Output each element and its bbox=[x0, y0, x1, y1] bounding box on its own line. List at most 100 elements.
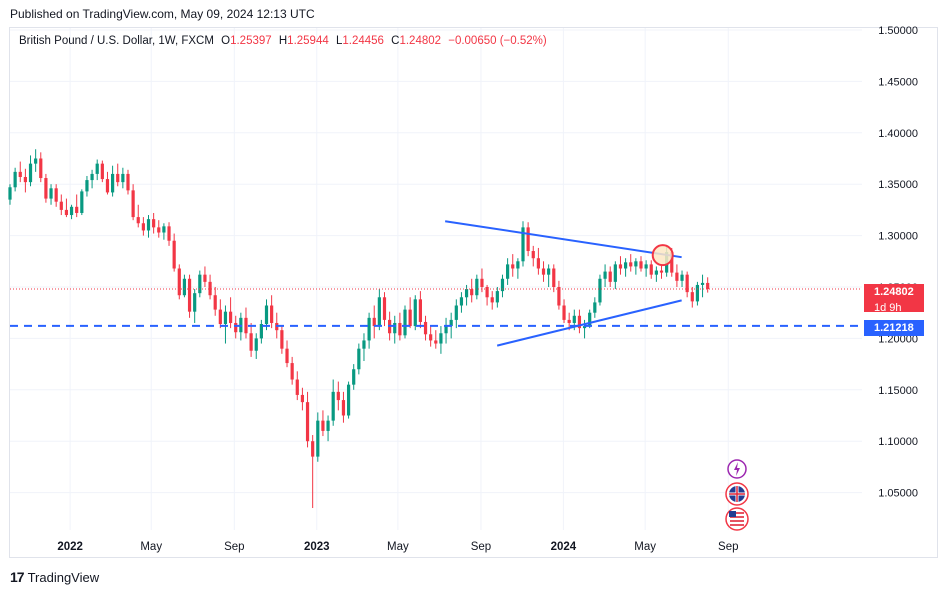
candle bbox=[695, 281, 700, 306]
candle bbox=[382, 292, 387, 327]
candle-body bbox=[362, 340, 366, 349]
candle bbox=[136, 204, 140, 228]
candle bbox=[680, 270, 684, 287]
chart-frame bbox=[9, 27, 938, 558]
candle bbox=[157, 220, 161, 238]
candle bbox=[49, 184, 53, 205]
candle bbox=[75, 194, 79, 218]
candle bbox=[423, 315, 428, 341]
candle-body bbox=[372, 317, 376, 327]
candle-body bbox=[341, 400, 346, 416]
close-value: 1.24802 bbox=[399, 35, 442, 47]
candle-body bbox=[105, 179, 110, 193]
candle-body bbox=[593, 302, 597, 313]
candle bbox=[439, 326, 443, 354]
candle-body bbox=[449, 319, 453, 327]
candle-body bbox=[49, 188, 53, 199]
candle-body bbox=[300, 394, 305, 403]
candle-body bbox=[506, 264, 510, 279]
candle-body bbox=[259, 324, 263, 339]
footer-brand[interactable]: 17 TradingView bbox=[10, 569, 99, 585]
symbol-legend: British Pound / U.S. Dollar, 1W, FXCM O 1… bbox=[19, 35, 547, 47]
uk-flag-cross-red bbox=[729, 486, 745, 502]
candle-body bbox=[95, 163, 99, 174]
candle-body bbox=[567, 319, 571, 323]
candle-body bbox=[64, 209, 69, 216]
candle bbox=[234, 315, 238, 339]
candle bbox=[398, 312, 402, 341]
candle bbox=[582, 319, 587, 339]
candle-body bbox=[685, 274, 689, 293]
candle-body bbox=[75, 206, 79, 213]
grid-lines bbox=[10, 28, 862, 530]
candle-body bbox=[357, 348, 361, 370]
candle bbox=[141, 217, 145, 236]
candle-body bbox=[434, 340, 438, 344]
candle bbox=[536, 247, 540, 275]
candle-body bbox=[280, 330, 284, 349]
candle-body bbox=[485, 287, 489, 298]
x-axis-ticks: 2022 May Sep 2023 May Sep 2024 May Sep bbox=[57, 541, 738, 553]
candle bbox=[28, 155, 33, 187]
candle-body bbox=[413, 299, 417, 327]
symbol-name: British Pound / U.S. Dollar, 1W, FXCM bbox=[19, 35, 214, 47]
candle bbox=[352, 364, 356, 390]
candle-body bbox=[218, 309, 222, 325]
candle bbox=[172, 233, 176, 272]
candle bbox=[167, 222, 171, 246]
candle bbox=[177, 264, 181, 300]
candle-body bbox=[613, 264, 617, 282]
candle bbox=[639, 256, 643, 272]
candle-body bbox=[228, 311, 233, 323]
candle-body bbox=[336, 391, 340, 401]
candle-body bbox=[398, 322, 402, 336]
x-tick-label: 2023 bbox=[304, 541, 330, 553]
candle-body bbox=[572, 315, 576, 323]
open-label: O bbox=[221, 35, 231, 47]
x-tick-label: Sep bbox=[224, 541, 244, 553]
candle bbox=[506, 258, 510, 285]
candle bbox=[54, 184, 58, 207]
candle-body bbox=[382, 297, 387, 320]
candle-body bbox=[377, 297, 381, 327]
candle bbox=[521, 221, 525, 267]
candle bbox=[203, 266, 207, 287]
candle bbox=[69, 204, 74, 220]
candle-body bbox=[603, 271, 607, 279]
tradingview-logo-icon: 17 bbox=[10, 569, 25, 585]
support-price-badge: 1.21218 bbox=[864, 320, 924, 336]
candle-body bbox=[654, 270, 658, 275]
candle-body bbox=[454, 305, 458, 320]
current-price-badge: 1.24802 1d 9h bbox=[864, 284, 924, 314]
candle bbox=[552, 264, 556, 293]
candle bbox=[80, 189, 84, 216]
candle bbox=[408, 297, 412, 329]
candle-body bbox=[695, 284, 700, 302]
candle bbox=[111, 165, 115, 197]
y-tick-label: 1.15000 bbox=[878, 385, 918, 397]
highlight-circle bbox=[651, 244, 674, 267]
axis-icons bbox=[725, 459, 749, 531]
candle bbox=[634, 258, 638, 275]
candle bbox=[244, 307, 248, 339]
candle-body bbox=[495, 291, 499, 303]
candle-body bbox=[562, 305, 566, 320]
candle-body bbox=[352, 369, 356, 385]
candle-body bbox=[526, 227, 530, 252]
candle bbox=[198, 270, 202, 298]
candle bbox=[403, 305, 407, 339]
brand-name: TradingView bbox=[27, 569, 100, 585]
candle-body bbox=[464, 289, 469, 298]
candle bbox=[495, 287, 499, 308]
candle bbox=[598, 274, 602, 306]
candle bbox=[126, 169, 130, 195]
candle bbox=[485, 284, 489, 306]
candle-body bbox=[311, 441, 315, 457]
candle bbox=[475, 274, 479, 300]
candle bbox=[326, 415, 330, 442]
candle bbox=[700, 274, 705, 298]
candle bbox=[393, 315, 397, 344]
close-label: C bbox=[391, 35, 400, 47]
candle-body bbox=[346, 384, 351, 416]
